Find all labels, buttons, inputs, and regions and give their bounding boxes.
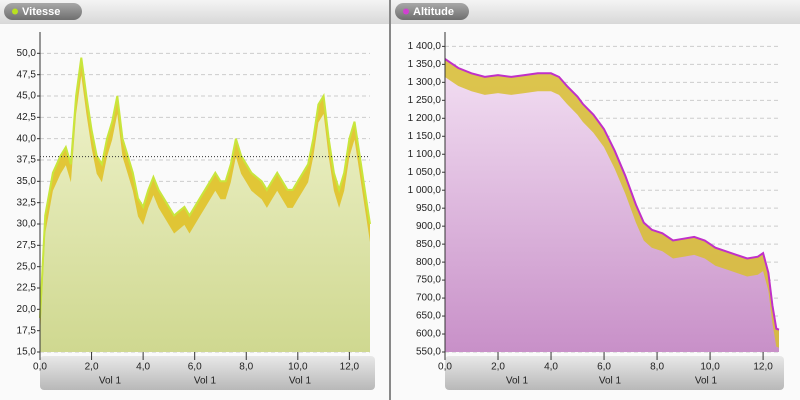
band-label: Vol 1 [194,376,217,387]
y-tick-label: 1 100,0 [408,149,442,160]
x-tick-label: 10,0 [700,362,720,373]
band-label: Vol 1 [506,376,529,387]
band-label: Vol 1 [695,376,718,387]
y-tick-label: 20,0 [17,304,37,315]
band-label: Vol 1 [289,376,312,387]
x-tick-label: 10,0 [288,362,308,373]
y-tick-label: 22,5 [17,283,37,294]
y-tick-label: 850,0 [416,239,441,250]
y-tick-label: 1 150,0 [408,131,442,142]
y-tick-label: 50,0 [17,48,37,59]
x-band [445,356,784,390]
chart-title: Altitude [413,6,454,18]
y-tick-label: 1 300,0 [408,77,442,88]
title-pill [395,3,469,20]
y-tick-label: 750,0 [416,275,441,286]
panel: Altitude 550,0 600,0 650,0 700,0 750,0 800,0 85… [391,0,800,390]
y-tick-label: 1 200,0 [408,113,442,124]
y-tick-label: 35,0 [17,176,37,187]
y-tick-label: 1 050,0 [408,167,442,178]
line [444,58,780,331]
title-dot [403,8,409,15]
x-tick-label: 8,0 [239,362,253,373]
x-tick-label: 2,0 [85,362,99,373]
y-tick-label: 47,5 [17,69,37,80]
x-tick-label: 6,0 [188,362,202,373]
area-fill [445,59,779,352]
x-tick-label: 0,0 [33,362,47,373]
y-tick-label: 600,0 [416,329,441,340]
y-tick-label: 1 350,0 [408,59,442,70]
y-tick-label: 700,0 [416,293,441,304]
y-tick-label: 1 000,0 [408,185,442,196]
x-tick-label: 8,0 [650,362,664,373]
y-tick-label: 32,5 [17,197,37,208]
x-tick-label: 4,0 [544,362,558,373]
y-tick-label: 1 250,0 [408,95,442,106]
band [445,59,779,348]
y-tick-label: 25,0 [17,261,37,272]
x-tick-label: 12,0 [340,362,360,373]
y-tick-label: 17,5 [17,325,37,336]
x-tick-label: 0,0 [438,362,452,373]
y-tick-label: 27,5 [17,240,37,251]
y-tick-label: 800,0 [416,257,441,268]
y-tick-label: 950,0 [416,203,441,214]
chart-title: Vitesse [22,6,60,18]
band [40,57,370,336]
y-tick-label: 650,0 [416,311,441,322]
y-tick-label: 900,0 [416,221,441,232]
y-tick-label: 15,0 [17,347,37,358]
x-tick-label: 12,0 [753,362,773,373]
y-tick-label: 45,0 [17,91,37,102]
title-dot [12,8,18,15]
x-tick-label: 2,0 [491,362,505,373]
x-tick-label: 4,0 [136,362,150,373]
band-label: Vol 1 [599,376,622,387]
y-tick-label: 1 400,0 [408,41,442,52]
band-label: Vol 1 [99,376,122,387]
y-tick-label: 550,0 [416,347,441,358]
y-tick-label: 37,5 [17,155,37,166]
separator [389,0,391,400]
panel: Vitesse 15,0 17,5 20,0 22,5 25,0 27,5 30,0 32,5 3… [0,0,389,390]
x-tick-label: 6,0 [597,362,611,373]
line [39,57,371,318]
y-tick-label: 42,5 [17,112,37,123]
y-tick-label: 40,0 [17,133,37,144]
y-tick-label: 30,0 [17,219,37,230]
x-band [40,356,375,390]
title-pill [4,3,82,20]
